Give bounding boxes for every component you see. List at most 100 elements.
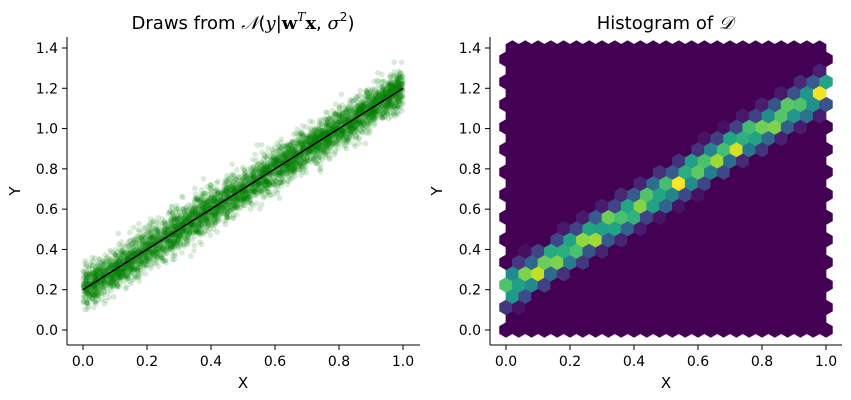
scatter-point — [91, 291, 98, 298]
scatter-point — [260, 160, 267, 167]
scatter-point — [361, 116, 367, 123]
scatter-point — [299, 122, 306, 129]
scatter-point — [371, 120, 378, 127]
scatter-point — [272, 177, 278, 184]
scatter-point — [359, 106, 366, 113]
scatter-point — [307, 156, 314, 162]
scatter-point — [180, 241, 187, 248]
scatter-point — [142, 240, 148, 247]
scatter-point — [309, 137, 316, 144]
scatter-point — [351, 123, 357, 130]
scatter-point — [350, 112, 357, 119]
scatter-point — [258, 141, 265, 148]
scatter-point — [382, 102, 389, 109]
scatter-point — [391, 59, 398, 65]
scatter-point — [362, 140, 369, 147]
scatter-point — [159, 220, 166, 227]
scatter-point — [342, 126, 349, 132]
scatter-point — [367, 117, 374, 124]
scatter-point — [242, 174, 248, 180]
scatter-point — [202, 200, 209, 207]
scatter-point — [375, 109, 382, 115]
scatter-point — [146, 221, 153, 228]
scatter-point — [110, 275, 117, 282]
scatter-point — [228, 181, 235, 187]
scatter-point — [150, 218, 157, 224]
scatter-point — [124, 254, 131, 260]
scatter-point — [300, 133, 307, 139]
scatter-point — [386, 80, 393, 86]
scatter-point — [264, 183, 270, 189]
scatter-point — [260, 165, 267, 172]
scatter-title-prefix: Draws from — [132, 13, 242, 34]
scatter-point — [220, 191, 227, 198]
scatter-point — [307, 118, 313, 125]
scatter-point — [267, 162, 274, 169]
scatter-point — [216, 205, 223, 211]
scatter-point — [211, 213, 217, 220]
scatter-point — [250, 172, 257, 178]
scatter-point — [293, 144, 300, 150]
scatter-point — [276, 195, 283, 202]
scatter-point — [87, 262, 94, 268]
scatter-point — [246, 193, 252, 200]
scatter-point — [154, 227, 161, 234]
scatter-point — [355, 107, 362, 113]
scatter-point — [253, 200, 260, 207]
scatter-point — [264, 153, 271, 160]
scatter-point — [147, 249, 154, 255]
scatter-point — [203, 218, 209, 225]
scatter-point — [90, 304, 97, 311]
scatter-point — [221, 218, 227, 224]
scatter-point — [175, 233, 182, 240]
scatter-point — [378, 87, 385, 94]
scatter-point — [312, 160, 319, 167]
scatter-point — [193, 226, 199, 233]
scatter-point — [135, 256, 142, 263]
scatter-point — [336, 112, 343, 119]
scatter-point — [247, 172, 253, 178]
scatter-point — [183, 207, 190, 214]
scatter-point — [371, 108, 378, 115]
scatter-point — [259, 149, 265, 156]
scatter-point — [150, 251, 157, 257]
scatter-point — [147, 226, 154, 233]
scatter-point — [91, 255, 98, 261]
scatter-point — [235, 174, 242, 181]
scatter-point — [358, 122, 365, 129]
scatter-title-y: y — [265, 13, 277, 34]
scatter-point — [191, 247, 197, 254]
scatter-point — [245, 193, 252, 199]
scatter-point — [301, 139, 308, 145]
scatter-point — [375, 82, 382, 89]
scatter-point — [209, 198, 215, 205]
scatter-point — [156, 252, 163, 259]
scatter-point — [274, 140, 280, 147]
scatter-point — [155, 234, 162, 241]
scatter-point — [202, 204, 209, 211]
scatter-point — [255, 187, 262, 193]
scatter-point — [324, 116, 330, 123]
scatter-point — [260, 155, 267, 162]
scatter-point — [193, 223, 200, 230]
scatter-title-w: w — [281, 13, 298, 34]
scatter-point — [186, 223, 193, 230]
scatter-point — [176, 233, 183, 240]
scatter-point — [232, 204, 238, 210]
scatter-point — [219, 187, 226, 193]
scatter-point — [315, 145, 321, 152]
scatter-point — [82, 306, 88, 313]
scatter-point — [170, 218, 177, 225]
scatter-point — [334, 130, 340, 137]
scatter-point — [241, 195, 247, 202]
scatter-point — [131, 250, 137, 257]
scatter-point — [132, 236, 139, 243]
scatter-point — [296, 161, 303, 167]
scatter-point — [270, 154, 277, 160]
scatter-point — [342, 142, 349, 148]
scatter-point — [274, 182, 281, 189]
scatter-point — [268, 172, 274, 179]
scatter-point — [187, 253, 194, 260]
scatter-point — [232, 199, 239, 206]
scatter-point — [314, 149, 321, 156]
